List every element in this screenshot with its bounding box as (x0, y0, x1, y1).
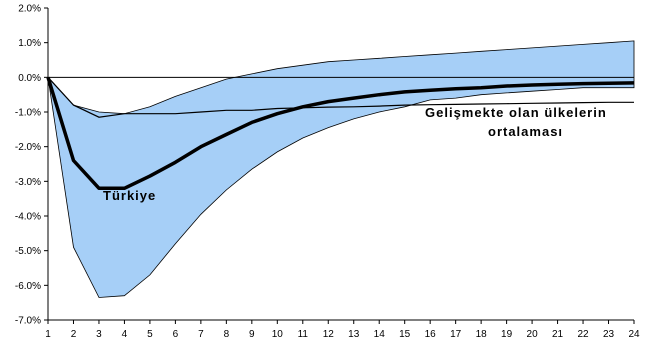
annotation-emerging-line1: Gelişmekte olan ülkelerin (425, 105, 607, 120)
x-tick-label: 1 (45, 329, 51, 340)
annotation-emerging-line2: ortalaması (488, 124, 563, 139)
x-tick-label: 10 (272, 329, 284, 340)
x-tick-label: 5 (147, 329, 153, 340)
y-tick-label: 0.0% (18, 73, 41, 84)
y-tick-label: -2.0% (15, 142, 41, 153)
x-tick-label: 9 (249, 329, 255, 340)
x-tick-label: 7 (198, 329, 204, 340)
x-tick-label: 20 (527, 329, 539, 340)
x-tick-label: 11 (298, 329, 309, 340)
y-tick-label: -5.0% (15, 246, 41, 257)
x-tick-label: 6 (173, 329, 179, 340)
x-axis: 1 2 3 4 5 6 7 8 9 10 11 12 13 14 15 16 17 18 19 20 21 22 23 24 (45, 320, 640, 340)
x-tick-label: 24 (628, 329, 640, 340)
y-tick-label: -7.0% (15, 316, 41, 327)
y-tick-label: -6.0% (15, 281, 41, 292)
x-tick-label: 2 (71, 329, 77, 340)
x-tick-label: 4 (122, 329, 128, 340)
x-tick-label: 17 (450, 329, 462, 340)
x-tick-label: 21 (552, 329, 564, 340)
series-line-emerging-average (47, 76, 634, 118)
x-tick-label: 3 (96, 329, 102, 340)
y-axis: 2.0% 1.0% 0.0% -1.0% -2.0% -3.0% -4.0% -5.0% -6.… (15, 4, 48, 327)
confidence-band (47, 40, 635, 298)
y-tick-label: 2.0% (18, 4, 41, 15)
x-tick-label: 23 (603, 329, 615, 340)
x-tick-label: 12 (323, 329, 335, 340)
x-tick-label: 18 (476, 329, 488, 340)
annotation-turkiye: Türkiye (103, 188, 156, 203)
x-tick-label: 13 (348, 329, 360, 340)
y-tick-label: 1.0% (18, 38, 41, 49)
series-line-turkiye (46, 76, 635, 191)
y-tick-label: -4.0% (15, 212, 41, 223)
x-tick-label: 14 (374, 329, 386, 340)
x-tick-label: 8 (224, 329, 230, 340)
x-tick-label: 19 (501, 329, 513, 340)
y-tick-label: -3.0% (15, 177, 41, 188)
x-tick-label: 22 (577, 329, 589, 340)
x-tick-label: 15 (399, 329, 411, 340)
y-tick-label: -1.0% (15, 108, 41, 119)
x-tick-label: 16 (425, 329, 437, 340)
